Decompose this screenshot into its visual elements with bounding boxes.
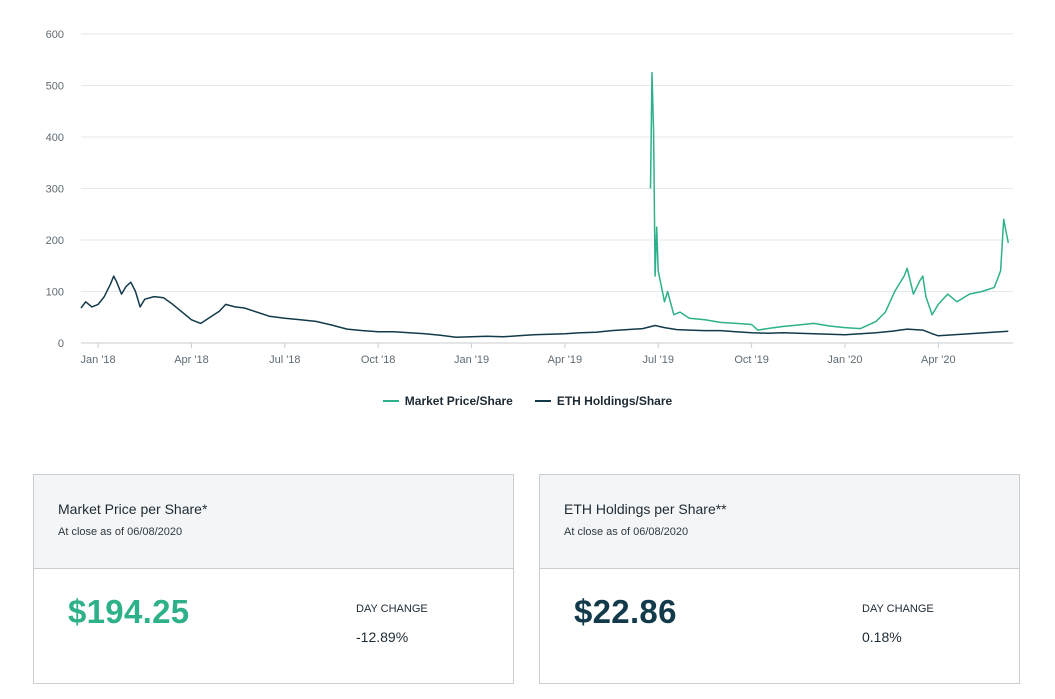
- x-axis: Jan '18 Apr '18 Jul '18 Oct '18 Jan '19 Apr '…: [81, 343, 956, 366]
- y-tick-label: 200: [46, 235, 64, 247]
- card-subtitle: At close as of 06/08/2020: [564, 526, 689, 538]
- card-body: $22.86 DAY CHANGE 0.18%: [540, 569, 1019, 684]
- x-tick-label: Oct '19: [734, 354, 769, 366]
- day-change-label: DAY CHANGE: [862, 603, 934, 615]
- card-title: ETH Holdings per Share**: [564, 501, 727, 517]
- x-tick-label: Jul '19: [643, 354, 674, 366]
- x-tick-label: Apr '18: [174, 354, 209, 366]
- x-tick-label: Jan '20: [827, 354, 862, 366]
- y-tick-label: 100: [46, 287, 64, 299]
- y-tick-label: 400: [46, 132, 64, 144]
- legend-label-market-price: Market Price/Share: [404, 394, 513, 408]
- series-line-eth-holdings: [80, 275, 1009, 339]
- series-line-market-price: [649, 71, 1010, 331]
- legend: Market Price/Share ETH Holdings/Share: [0, 394, 1055, 408]
- market-price-value: $194.25: [68, 593, 190, 630]
- legend-swatch-market-price: [382, 400, 399, 402]
- x-tick-label: Jan '18: [81, 354, 116, 366]
- x-tick-label: Jan '19: [454, 354, 489, 366]
- x-tick-label: Oct '18: [361, 354, 396, 366]
- series-lines: [80, 71, 1010, 339]
- y-tick-label: 300: [46, 184, 64, 196]
- x-tick-label: Jul '18: [269, 354, 300, 366]
- legend-label-eth-holdings: ETH Holdings/Share: [556, 394, 673, 408]
- day-change-label: DAY CHANGE: [356, 603, 428, 615]
- y-axis: 0 100 200 300 400 500 600: [46, 29, 64, 350]
- market-price-card: Market Price per Share* At close as of 0…: [33, 474, 514, 684]
- card-header: ETH Holdings per Share** At close as of …: [540, 475, 1019, 569]
- x-tick-label: Apr '19: [548, 354, 583, 366]
- y-tick-label: 0: [58, 338, 64, 350]
- legend-swatch-eth-holdings: [534, 400, 551, 402]
- y-tick-label: 600: [46, 29, 64, 41]
- legend-item-eth-holdings[interactable]: ETH Holdings/Share: [534, 394, 673, 408]
- line-chart: 0 100 200 300 400 500 600 Jan '18 Apr '18 Jul '1…: [46, 29, 1013, 366]
- day-change-value: -12.89%: [356, 629, 409, 645]
- gridlines: [81, 33, 1013, 344]
- card-body: $194.25 DAY CHANGE -12.89%: [34, 569, 513, 684]
- card-title: Market Price per Share*: [58, 501, 208, 517]
- eth-holdings-value: $22.86: [574, 593, 677, 630]
- card-header: Market Price per Share* At close as of 0…: [34, 475, 513, 569]
- card-subtitle: At close as of 06/08/2020: [58, 526, 183, 538]
- day-change-value: 0.18%: [862, 629, 902, 645]
- x-tick-label: Apr '20: [921, 354, 956, 366]
- eth-holdings-card: ETH Holdings per Share** At close as of …: [539, 474, 1020, 684]
- y-tick-label: 500: [46, 81, 64, 93]
- legend-item-market-price[interactable]: Market Price/Share: [382, 394, 513, 408]
